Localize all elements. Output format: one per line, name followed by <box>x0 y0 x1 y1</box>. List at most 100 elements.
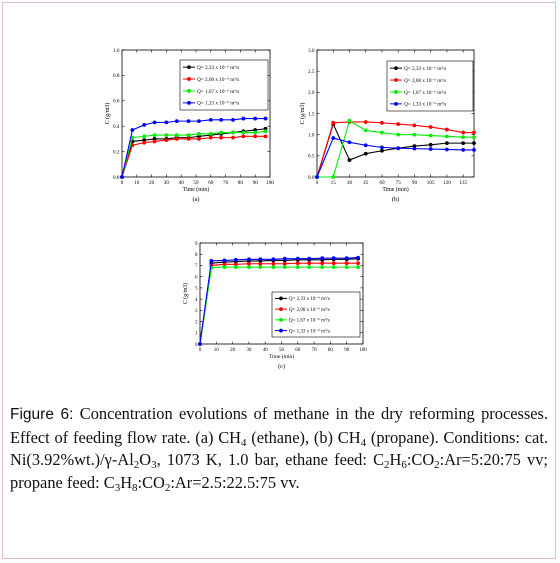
x-tick-label: 90 <box>253 180 259 186</box>
data-point <box>472 148 476 152</box>
caption-label: Figure 6: <box>10 406 74 423</box>
data-point <box>461 148 466 152</box>
data-point <box>247 257 251 262</box>
subscript: 2 <box>133 459 140 471</box>
x-axis-title: Time (min) <box>269 353 295 360</box>
data-point <box>271 265 276 270</box>
x-tick-label: 60 <box>208 180 214 186</box>
x-tick-label: 30 <box>347 180 353 186</box>
subscript: 6 <box>401 459 407 471</box>
caption-text: O <box>139 450 152 469</box>
data-point <box>380 130 384 135</box>
data-point <box>142 134 147 139</box>
legend-marker <box>279 307 283 312</box>
data-point <box>472 141 476 146</box>
caption-text: :Ar=5:20:75 vv; propane feed: C <box>10 450 548 492</box>
data-point <box>396 132 401 137</box>
figure-caption: Figure 6: Concentration evolutions of me… <box>10 403 548 494</box>
data-point <box>331 256 336 261</box>
data-point <box>363 143 368 148</box>
x-tick-label: 120 <box>443 180 451 186</box>
x-tick-label: 30 <box>164 180 170 186</box>
data-point <box>271 261 276 266</box>
caption-text: :CO <box>137 472 165 492</box>
data-point <box>412 146 417 151</box>
legend-label: Q= 1,67 x 10⁻⁶ m³/s <box>197 89 239 95</box>
y-tick-label: 4 <box>195 298 198 303</box>
data-point <box>380 120 384 125</box>
data-point <box>219 130 224 135</box>
subscript: 2 <box>434 459 440 471</box>
caption-text: (propane). Conditions: cat. Ni(3.92%wt.)… <box>10 427 548 470</box>
y-tick-label: 1 <box>195 332 198 337</box>
data-point <box>253 116 258 121</box>
data-point <box>164 133 169 137</box>
data-point <box>186 133 191 137</box>
data-point <box>344 256 349 261</box>
x-tick-label: 10 <box>134 180 140 186</box>
y-tick-label: 1.5 <box>308 111 315 117</box>
data-point <box>295 256 300 261</box>
x-tick-label: 105 <box>427 180 435 186</box>
data-point <box>130 128 135 132</box>
data-point <box>258 265 263 270</box>
data-point <box>208 117 213 122</box>
data-point <box>472 130 476 135</box>
data-point <box>233 265 238 270</box>
caption-text: , 1073 K, 1.0 bar, ethane feed: C <box>156 450 384 469</box>
y-tick-label: 0 <box>195 343 198 348</box>
legend-marker <box>394 90 398 94</box>
data-point <box>222 265 227 270</box>
subscript: 4 <box>241 436 247 449</box>
y-tick-label: 3.0 <box>308 48 315 54</box>
data-point <box>258 261 263 266</box>
legend-marker <box>187 65 191 70</box>
y-tick-label: 6 <box>195 275 198 280</box>
data-point <box>445 127 449 132</box>
legend-marker <box>187 89 191 93</box>
data-point <box>307 261 312 266</box>
legend-label: Q= 2,33 x 10⁻⁶ m³/s <box>404 66 446 72</box>
caption-text: Concentration evolutions of methane in t… <box>10 404 549 447</box>
data-point <box>347 140 352 145</box>
caption-text: :Ar=2.5:22.5:75 vv. <box>170 472 300 492</box>
y-tick-label: 2.5 <box>308 69 315 75</box>
data-point <box>164 120 169 125</box>
legend-marker <box>187 100 191 105</box>
y-tick-label: 1.0 <box>308 132 315 138</box>
legend-label: Q= 2,33 x 10⁻⁶ m³/s <box>197 65 239 71</box>
y-axis-title: C (g/m3) <box>182 283 189 304</box>
data-point <box>461 141 466 146</box>
y-tick-label: 2 <box>195 320 198 325</box>
data-point <box>428 142 433 147</box>
legend-marker <box>279 317 283 322</box>
y-tick-label: 0.4 <box>113 124 120 130</box>
data-point <box>219 135 224 140</box>
y-tick-label: 8 <box>195 253 198 258</box>
chart-panel-b: 0 15 30 45 60 75 90 105 120 135 0.0 0.5 1.0 1.5 2.0 2.5… <box>299 48 476 203</box>
data-point <box>186 137 191 141</box>
data-point <box>356 255 361 260</box>
data-point <box>363 120 368 124</box>
data-point <box>396 122 401 126</box>
data-point <box>307 265 312 270</box>
x-tick-label: 0 <box>316 180 319 186</box>
y-tick-label: 0.2 <box>113 149 120 155</box>
data-point <box>263 129 268 134</box>
data-point <box>380 145 384 150</box>
series-line <box>199 266 359 345</box>
x-tick-label: 50 <box>279 348 285 353</box>
data-point <box>331 265 336 270</box>
data-point <box>445 141 449 146</box>
data-point <box>271 257 276 262</box>
x-axis-title: Time (min) <box>382 186 408 193</box>
data-point <box>231 130 235 135</box>
x-tick-label: 70 <box>223 180 229 186</box>
data-point <box>320 256 325 261</box>
data-point <box>396 146 401 151</box>
data-point <box>130 143 135 148</box>
data-point <box>320 261 325 266</box>
legend-box <box>179 59 269 111</box>
data-point <box>241 134 246 139</box>
x-tick-label: 100 <box>266 180 274 186</box>
